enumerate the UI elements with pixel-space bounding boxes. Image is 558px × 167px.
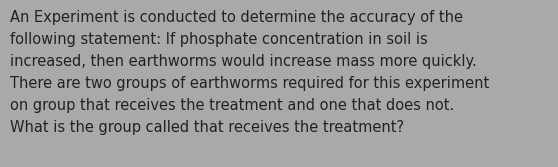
Text: on group that receives the treatment and one that does not.: on group that receives the treatment and… — [10, 98, 454, 113]
Text: What is the group called that receives the treatment?: What is the group called that receives t… — [10, 120, 404, 135]
Text: following statement: If phosphate concentration in soil is: following statement: If phosphate concen… — [10, 32, 428, 47]
Text: An Experiment is conducted to determine the accuracy of the: An Experiment is conducted to determine … — [10, 10, 463, 25]
Text: There are two groups of earthworms required for this experiment: There are two groups of earthworms requi… — [10, 76, 489, 91]
Text: increased, then earthworms would increase mass more quickly.: increased, then earthworms would increas… — [10, 54, 477, 69]
